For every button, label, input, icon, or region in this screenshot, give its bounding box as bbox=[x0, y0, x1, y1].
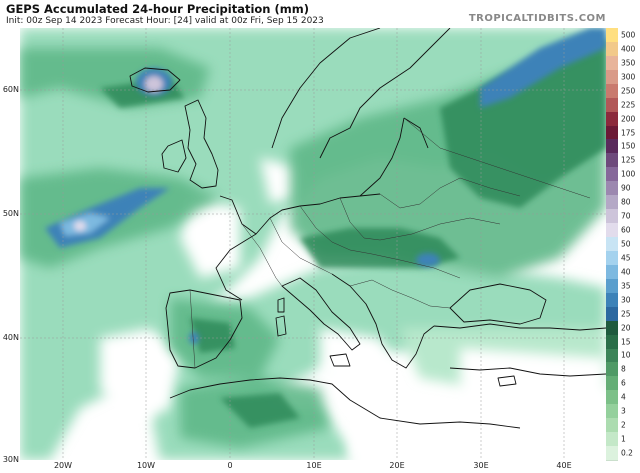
colorbar-swatch bbox=[606, 446, 618, 461]
colorbar-level-label: 300 bbox=[621, 72, 636, 82]
lon-label-10e: 10E bbox=[306, 461, 322, 470]
colorbar-swatch bbox=[606, 306, 618, 322]
lon-label-20e: 20E bbox=[389, 461, 405, 470]
colorbar-level-label: 100 bbox=[621, 169, 636, 179]
colorbar-swatch bbox=[606, 237, 618, 252]
graticule bbox=[20, 28, 606, 460]
colorbar-swatch bbox=[606, 348, 618, 364]
colorbar-level-label: 10 bbox=[621, 350, 631, 360]
colorbar-level-label: 1 bbox=[621, 434, 626, 444]
lat-label-30n: 30N bbox=[2, 455, 19, 464]
scandinavia-coast bbox=[271, 28, 451, 159]
lon-label-20w: 20W bbox=[53, 461, 73, 470]
colorbar-swatch bbox=[606, 362, 618, 378]
lon-label-0: 0 bbox=[227, 461, 233, 470]
colorbar-level-label: 350 bbox=[621, 58, 636, 68]
precipitation-map[interactable] bbox=[20, 28, 606, 460]
colorbar-level-label: 225 bbox=[621, 100, 636, 110]
colorbar-swatch bbox=[606, 69, 618, 85]
colorbar-level-label: 250 bbox=[621, 86, 636, 96]
black-sea-coast bbox=[449, 283, 547, 325]
westeurope-coast bbox=[215, 193, 381, 301]
colorbar-swatch bbox=[606, 209, 618, 225]
colorbar-level-label: 80 bbox=[621, 197, 631, 207]
colorbar-level-label: 25 bbox=[621, 309, 631, 319]
colorbar-level-label: 400 bbox=[621, 44, 636, 54]
colorbar-swatch bbox=[606, 418, 618, 434]
colorbar-level-label: 150 bbox=[621, 141, 636, 151]
lon-label-40e: 40E bbox=[556, 461, 572, 470]
colorbar-level-label: 45 bbox=[621, 253, 631, 263]
italy-coast bbox=[281, 277, 361, 351]
colorbar-swatch bbox=[606, 167, 618, 183]
colorbar-swatch bbox=[606, 432, 618, 448]
colorbar-level-label: 15 bbox=[621, 337, 631, 347]
colorbar-swatch bbox=[606, 292, 618, 308]
colorbar-level-label: 0.2 bbox=[621, 448, 633, 458]
map-header: GEPS Accumulated 24-hour Precipitation (… bbox=[0, 0, 640, 28]
cyprus-coast bbox=[497, 375, 517, 387]
turkey-coast bbox=[433, 323, 606, 377]
map-title: GEPS Accumulated 24-hour Precipitation (… bbox=[6, 2, 309, 16]
north-africa-coast bbox=[169, 377, 521, 429]
colorbar-swatch bbox=[606, 278, 618, 294]
lat-label-50n: 50N bbox=[2, 209, 19, 218]
iceland-coast bbox=[129, 67, 181, 93]
colorbar-swatch bbox=[606, 223, 618, 239]
colorbar-swatch bbox=[606, 28, 618, 43]
lon-label-30e: 30E bbox=[473, 461, 489, 470]
country-borders bbox=[189, 117, 591, 369]
colorbar-swatch bbox=[606, 125, 618, 141]
brand-watermark: TROPICALTIDBITS.COM bbox=[468, 13, 606, 24]
lon-label-10w: 10W bbox=[136, 461, 156, 470]
coastlines bbox=[129, 28, 606, 429]
colorbar-swatch bbox=[606, 139, 618, 155]
colorbar-level-label: 2 bbox=[621, 420, 626, 430]
colorbar-swatch bbox=[606, 320, 618, 336]
colorbar-swatch bbox=[606, 181, 618, 197]
forecast-info: Init: 00z Sep 14 2023 Forecast Hour: [24… bbox=[6, 16, 324, 26]
balkan-coast bbox=[331, 273, 435, 369]
britain-coast bbox=[184, 99, 219, 189]
colorbar-level-label: 125 bbox=[621, 155, 636, 165]
colorbar-level-label: 50 bbox=[621, 239, 631, 249]
colorbar-swatch bbox=[606, 111, 618, 127]
colorbar-level-label: 200 bbox=[621, 114, 636, 124]
ireland-coast bbox=[161, 139, 187, 173]
colorbar-level-label: 4 bbox=[621, 392, 626, 402]
map-canvas bbox=[20, 28, 606, 460]
colorbar-level-label: 500 bbox=[621, 30, 636, 40]
colorbar-swatch bbox=[606, 250, 618, 266]
lat-label-60n: 60N bbox=[2, 85, 19, 94]
colorbar-swatch bbox=[606, 390, 618, 406]
precip-colorbar: 500 400 350 300 250 225 200 175 150 125 100 90 80 70 6… bbox=[606, 28, 640, 461]
colorbar-swatch bbox=[606, 376, 618, 392]
precip-blue-cores bbox=[45, 28, 606, 344]
colorbar-level-label: 70 bbox=[621, 211, 631, 221]
colorbar-level-label: 30 bbox=[621, 295, 631, 305]
colorbar-level-label: 90 bbox=[621, 183, 631, 193]
colorbar-level-label: 6 bbox=[621, 378, 626, 388]
colorbar-swatch bbox=[606, 83, 618, 99]
colorbar-level-label: 175 bbox=[621, 128, 636, 138]
colorbar-swatch bbox=[606, 264, 618, 280]
colorbar-swatch bbox=[606, 97, 618, 113]
lat-label-40n: 40N bbox=[2, 333, 19, 342]
colorbar-level-label: 8 bbox=[621, 364, 626, 374]
colorbar-level-label: 20 bbox=[621, 323, 631, 333]
colorbar-swatch bbox=[606, 404, 618, 420]
colorbar-swatch bbox=[606, 195, 618, 211]
colorbar-level-label: 35 bbox=[621, 281, 631, 291]
colorbar-level-label: 60 bbox=[621, 225, 631, 235]
baltic-coast bbox=[359, 117, 429, 197]
colorbar-swatch bbox=[606, 153, 618, 169]
mediterranean-islands bbox=[275, 297, 351, 367]
colorbar-swatch bbox=[606, 55, 618, 71]
colorbar-level-label: 3 bbox=[621, 406, 626, 416]
colorbar-level-label: 40 bbox=[621, 267, 631, 277]
colorbar-swatch bbox=[606, 41, 618, 57]
colorbar-swatch bbox=[606, 334, 618, 350]
